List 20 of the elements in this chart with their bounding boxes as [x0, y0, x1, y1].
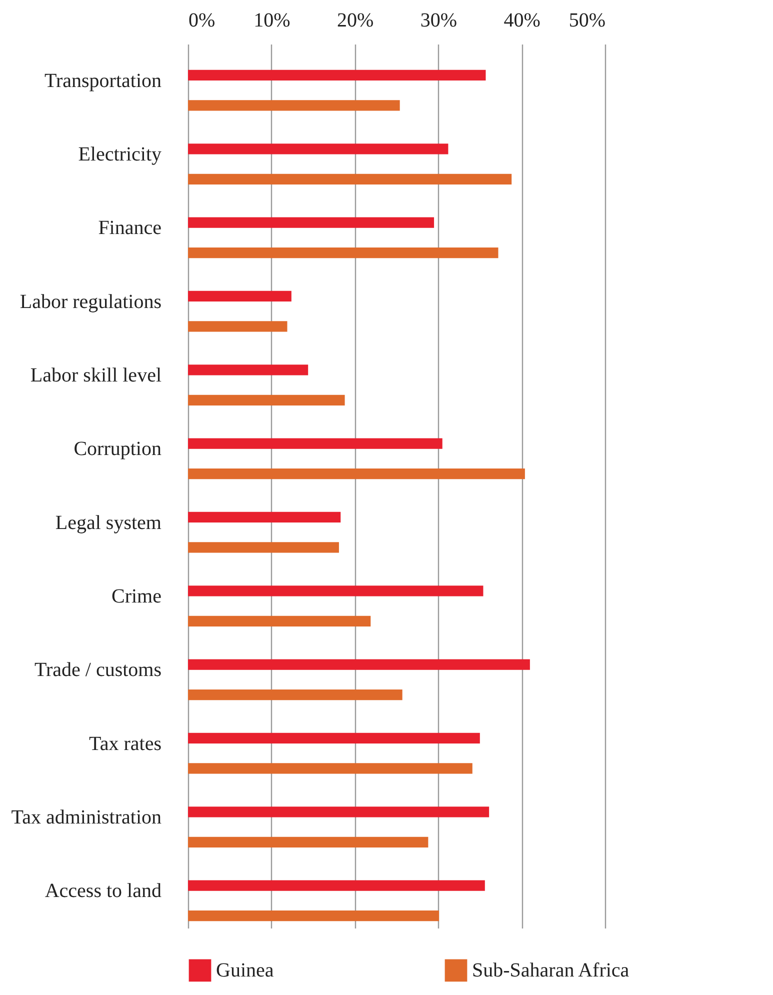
legend-label: Sub-Saharan Africa	[472, 959, 630, 982]
y-tick-label: Access to land	[44, 880, 162, 902]
y-tick-label: Tax rates	[89, 732, 162, 755]
y-tick-label: Transportation	[44, 70, 162, 92]
y-tick-label: Finance	[98, 217, 162, 240]
y-tick-label: Legal system	[55, 512, 162, 534]
x-tick-label: 40%	[504, 10, 540, 32]
x-tick-label: 30%	[420, 10, 458, 32]
y-tick-label: Labor skill level	[30, 364, 162, 386]
y-tick-label: Labor regulations	[20, 290, 162, 313]
y-tick-label: Trade / customs	[34, 659, 162, 682]
y-tick-label: Corruption	[74, 438, 162, 460]
y-tick-label: Electricity	[78, 144, 162, 166]
y-tick-label: Tax administration	[11, 806, 162, 828]
legend-label: Guinea	[216, 959, 274, 982]
y-tick-label: Crime	[112, 586, 162, 608]
x-tick-label: 0%	[188, 10, 216, 32]
x-tick-label: 10%	[254, 10, 290, 32]
x-tick-label: 20%	[336, 10, 374, 32]
x-tick-label: 50%	[568, 10, 606, 32]
